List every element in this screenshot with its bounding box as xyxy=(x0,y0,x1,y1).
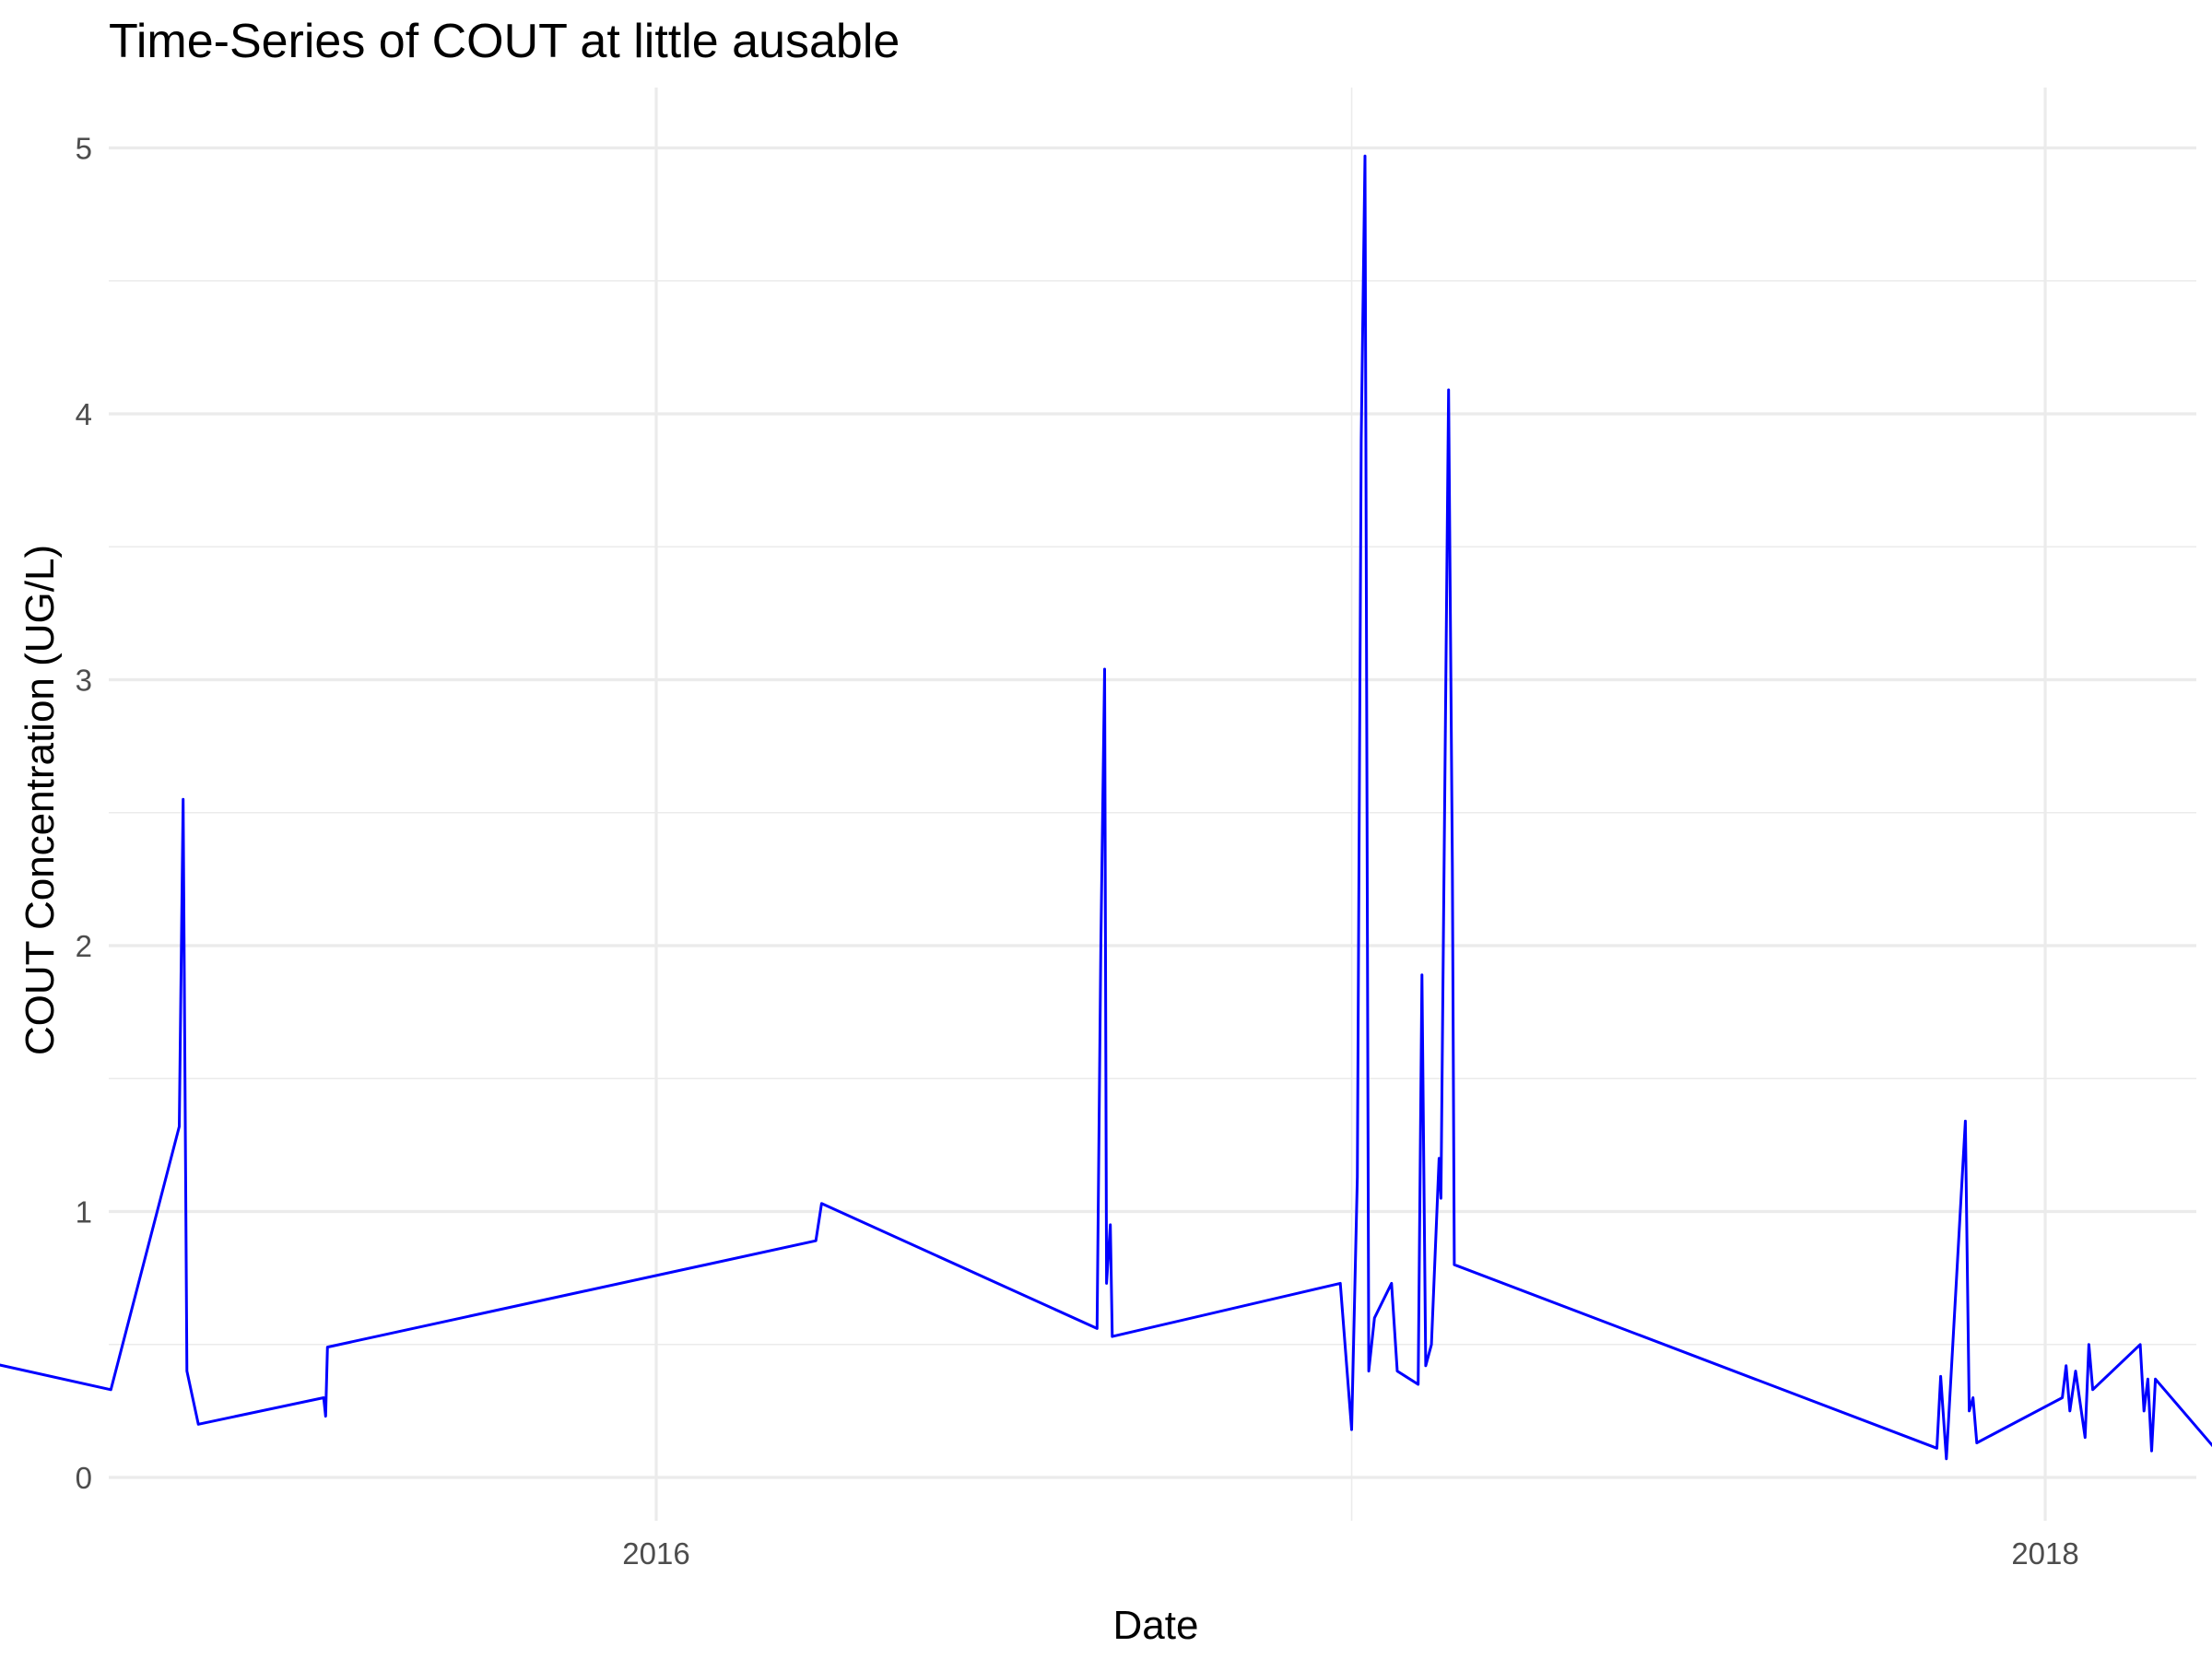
x-axis-title: Date xyxy=(1113,1603,1199,1648)
y-tick-label: 3 xyxy=(76,664,92,698)
chart-title: Time-Series of COUT at little ausable xyxy=(109,15,900,68)
x-tick-label: 2018 xyxy=(2011,1536,2078,1571)
series-lines xyxy=(0,154,2212,1461)
y-axis-title: COUT Concentration (UG/L) xyxy=(18,545,63,1055)
minor-gridlines xyxy=(109,88,2196,1521)
y-tick-label: 2 xyxy=(76,929,92,963)
y-tick-label: 0 xyxy=(76,1461,92,1495)
y-tick-label: 5 xyxy=(76,132,92,166)
series-line xyxy=(0,154,2212,1461)
y-tick-label: 1 xyxy=(76,1195,92,1230)
y-tick-label: 4 xyxy=(76,397,92,431)
x-tick-label: 2016 xyxy=(622,1536,689,1571)
major-gridlines xyxy=(109,88,2196,1521)
y-axis-tick-labels: 0 1 2 3 4 5 xyxy=(76,132,92,1496)
x-axis-tick-labels: 201620182020 xyxy=(622,1536,2078,1571)
